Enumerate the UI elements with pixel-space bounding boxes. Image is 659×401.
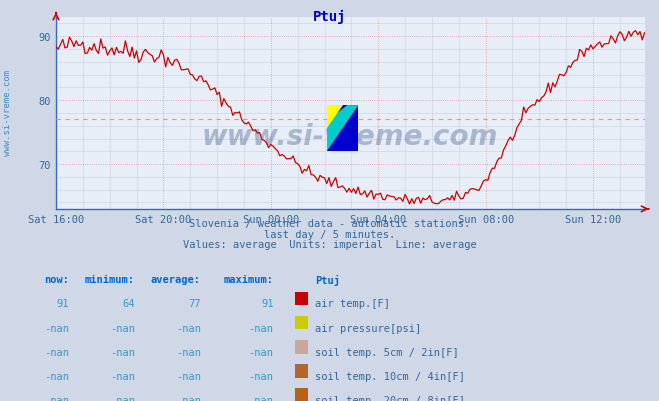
Text: Ptuj: Ptuj: [313, 10, 346, 24]
Text: -nan: -nan: [110, 371, 135, 381]
Text: -nan: -nan: [110, 395, 135, 401]
Text: average:: average:: [151, 275, 201, 285]
Text: www.si-vreme.com: www.si-vreme.com: [3, 69, 13, 155]
Text: 91: 91: [261, 299, 273, 309]
Text: Ptuj: Ptuj: [315, 275, 340, 286]
Text: air temp.[F]: air temp.[F]: [315, 299, 390, 309]
Text: soil temp. 10cm / 4in[F]: soil temp. 10cm / 4in[F]: [315, 371, 465, 381]
Text: -nan: -nan: [248, 371, 273, 381]
Text: -nan: -nan: [176, 347, 201, 357]
Text: -nan: -nan: [110, 347, 135, 357]
Text: now:: now:: [44, 275, 69, 285]
Text: -nan: -nan: [44, 395, 69, 401]
Polygon shape: [327, 106, 343, 129]
Text: soil temp. 20cm / 8in[F]: soil temp. 20cm / 8in[F]: [315, 395, 465, 401]
Text: -nan: -nan: [176, 395, 201, 401]
Text: -nan: -nan: [176, 371, 201, 381]
Text: maximum:: maximum:: [223, 275, 273, 285]
Polygon shape: [327, 106, 358, 152]
Text: -nan: -nan: [44, 323, 69, 333]
Text: -nan: -nan: [248, 347, 273, 357]
Text: 77: 77: [188, 299, 201, 309]
Text: minimum:: minimum:: [85, 275, 135, 285]
Text: last day / 5 minutes.: last day / 5 minutes.: [264, 229, 395, 239]
Text: -nan: -nan: [248, 395, 273, 401]
Text: 91: 91: [57, 299, 69, 309]
Text: -nan: -nan: [110, 323, 135, 333]
Text: -nan: -nan: [248, 323, 273, 333]
Text: soil temp. 5cm / 2in[F]: soil temp. 5cm / 2in[F]: [315, 347, 459, 357]
Text: -nan: -nan: [44, 347, 69, 357]
Text: air pressure[psi]: air pressure[psi]: [315, 323, 421, 333]
Text: Slovenia / weather data - automatic stations.: Slovenia / weather data - automatic stat…: [189, 219, 470, 229]
Text: -nan: -nan: [176, 323, 201, 333]
Text: Values: average  Units: imperial  Line: average: Values: average Units: imperial Line: av…: [183, 240, 476, 250]
Polygon shape: [327, 106, 358, 152]
Text: www.si-vreme.com: www.si-vreme.com: [202, 123, 498, 151]
Text: -nan: -nan: [44, 371, 69, 381]
Text: 64: 64: [123, 299, 135, 309]
